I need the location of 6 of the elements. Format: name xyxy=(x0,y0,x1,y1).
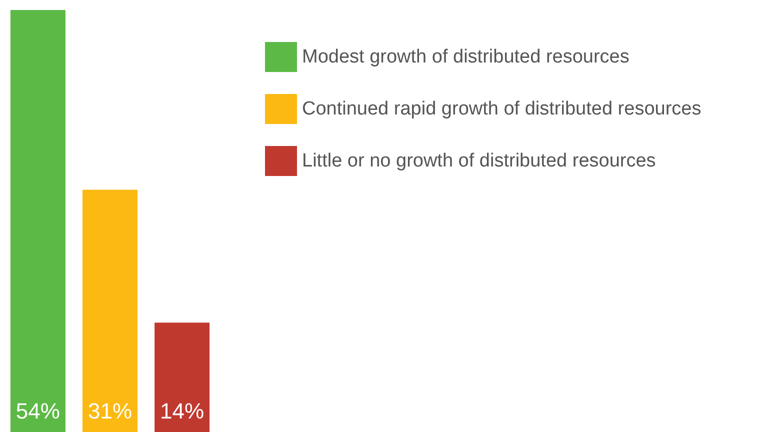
data-label: 54% xyxy=(16,398,60,424)
legend-label: Modest growth of distributed resources xyxy=(302,46,630,68)
legend-label: Continued rapid growth of distributed resources xyxy=(302,98,702,120)
data-label: 31% xyxy=(88,398,132,424)
data-label: 14% xyxy=(160,398,204,424)
legend-label: Little or no growth of distributed resources xyxy=(302,150,656,172)
